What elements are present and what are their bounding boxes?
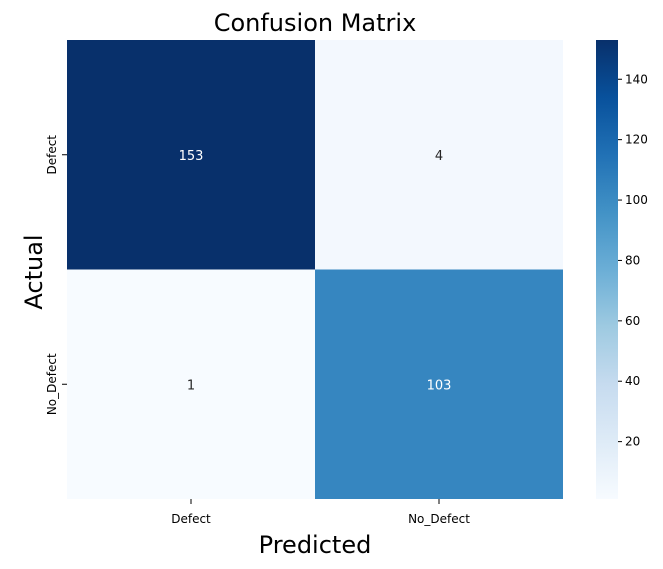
colorbar-tick-label: 120: [625, 133, 648, 147]
y-tick-label: Defect: [45, 135, 59, 175]
colorbar-tick-label: 80: [625, 253, 640, 267]
colorbar-tick-label: 20: [625, 435, 640, 449]
colorbar-tick-label: 60: [625, 314, 640, 328]
cell-value-label: 1: [187, 378, 195, 393]
x-axis-label: Predicted: [259, 531, 372, 559]
x-tick-label: Defect: [171, 512, 211, 526]
heatmap-cell: [67, 40, 315, 270]
heatmap-cells: 153 4 1 103: [67, 40, 563, 499]
cell-value-label: 4: [435, 149, 443, 164]
cell-value-label: 103: [427, 378, 452, 393]
colorbar-tick-label: 140: [625, 72, 648, 86]
heatmap-cell: [67, 269, 315, 499]
heatmap-cell: [315, 269, 563, 499]
x-tick-label: No_Defect: [408, 512, 470, 526]
colorbar-tick-label: 40: [625, 374, 640, 388]
colorbar-tick-label: 100: [625, 193, 648, 207]
colorbar: [596, 40, 618, 499]
y-axis-ticks: Defect No_Defect: [45, 135, 67, 415]
heatmap-cell: [315, 40, 563, 270]
cell-value-label: 153: [179, 149, 204, 164]
y-tick-label: No_Defect: [45, 353, 59, 415]
colorbar-ticks: 20 40 60 80 100 120 140: [618, 72, 648, 449]
x-axis-ticks: Defect No_Defect: [171, 499, 470, 526]
chart-title: Confusion Matrix: [214, 9, 417, 37]
y-axis-label: Actual: [20, 234, 48, 309]
